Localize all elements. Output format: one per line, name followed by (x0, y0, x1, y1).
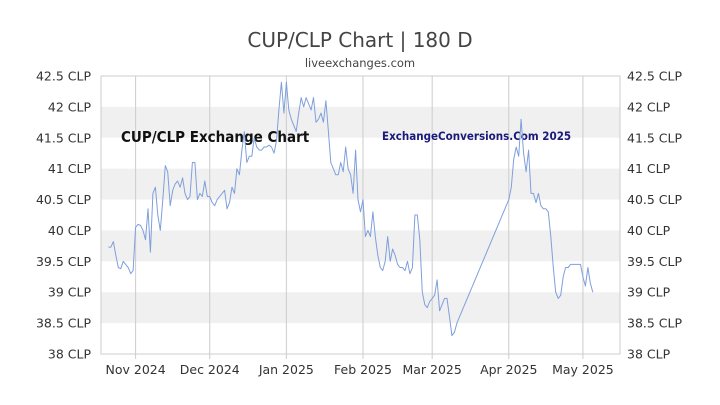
grid-band (101, 106, 620, 138)
y-tick-label-right: 38.5 CLP (627, 316, 682, 331)
y-tick-label-right: 39.5 CLP (627, 254, 682, 269)
y-tick-label-left: 41 CLP (48, 161, 92, 176)
x-tick-label: Nov 2024 (106, 362, 166, 377)
y-axis-left: 42.5 CLP 42 CLP 41.5 CLP 41 CLP 40.5 CLP 40 C… (36, 69, 92, 362)
y-tick-label-right: 41 CLP (627, 161, 671, 176)
grid-band (101, 292, 620, 324)
x-tick-label: Dec 2024 (180, 362, 240, 377)
x-tick-label: Apr 2025 (480, 362, 537, 377)
x-tick-label: May 2025 (552, 362, 614, 377)
chart-annotation-left: CUP/CLP Exchange Chart (121, 128, 310, 146)
y-tick-label-right: 38 CLP (627, 347, 671, 362)
grid-band (101, 230, 620, 262)
y-tick-label-right: 39 CLP (627, 285, 671, 300)
y-axis-right: 42.5 CLP 42 CLP 41.5 CLP 41 CLP 40.5 CLP 40 C… (627, 69, 682, 362)
y-tick-label-left: 39.5 CLP (36, 254, 91, 269)
y-tick-label-left: 42.5 CLP (36, 69, 91, 84)
vertical-gridlines (135, 76, 584, 359)
y-tick-label-right: 41.5 CLP (627, 130, 682, 145)
y-tick-label-left: 41.5 CLP (36, 130, 91, 145)
chart-subtitle: liveexchanges.com (305, 56, 415, 70)
series-line (108, 81, 594, 336)
y-tick-label-left: 42 CLP (48, 99, 92, 114)
x-tick-label: Jan 2025 (258, 362, 314, 377)
y-tick-label-right: 42.5 CLP (627, 69, 682, 84)
y-tick-label-right: 40 CLP (627, 223, 671, 238)
plot-frame (100, 75, 621, 355)
x-tick-label: Feb 2025 (334, 362, 392, 377)
y-tick-label-left: 40 CLP (48, 223, 92, 238)
y-tick-label-left: 38.5 CLP (36, 316, 91, 331)
y-tick-label-left: 39 CLP (48, 285, 92, 300)
grid-bands (101, 106, 620, 324)
x-tick-label: Mar 2025 (402, 362, 461, 377)
chart-title: CUP/CLP Chart | 180 D (247, 28, 472, 52)
chart-annotation-right: ExchangeConversions.Com 2025 (382, 129, 571, 143)
x-axis: Nov 2024 Dec 2024 Jan 2025 Feb 2025 Mar 2025… (106, 362, 614, 377)
y-tick-label-right: 40.5 CLP (627, 192, 682, 207)
y-tick-label-left: 40.5 CLP (36, 192, 91, 207)
y-tick-label-left: 38 CLP (48, 347, 92, 362)
y-tick-label-right: 42 CLP (627, 99, 671, 114)
